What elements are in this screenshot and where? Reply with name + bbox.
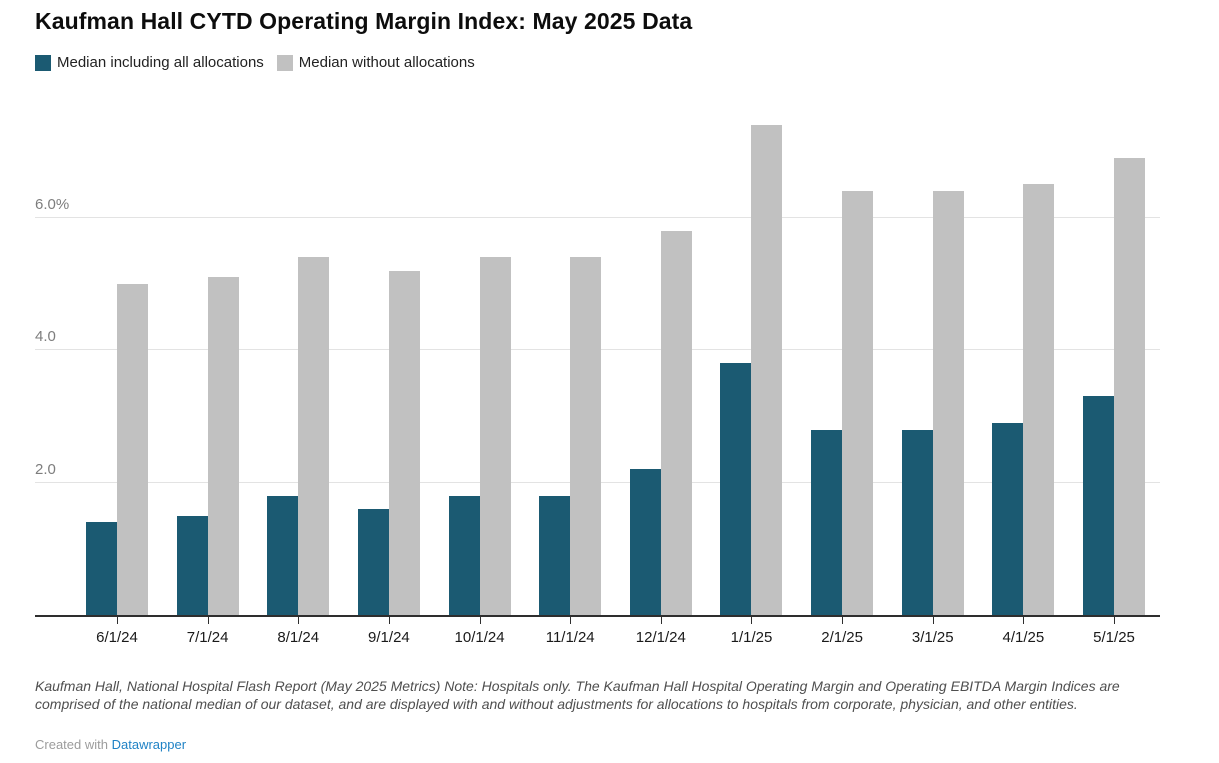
plot-area: 2.0 4.0 6.0% 6/1/24 7/1/24 8/1/24 9/1/24 10/1/2… xyxy=(35,95,1160,646)
bar-group xyxy=(448,95,511,615)
x-axis-tick xyxy=(842,617,844,624)
bar-with-allocations xyxy=(448,495,480,615)
bar-without-allocations xyxy=(479,257,511,615)
bar-without-allocations xyxy=(570,257,602,615)
datawrapper-link[interactable]: Datawrapper xyxy=(111,737,187,752)
bar-without-allocations xyxy=(1023,184,1055,615)
bar-with-allocations xyxy=(176,515,208,615)
bar-with-allocations xyxy=(901,429,933,615)
bar-group xyxy=(629,95,692,615)
legend-label-without-allocations: Median without allocations xyxy=(298,54,475,71)
chart-title: Kaufman Hall CYTD Operating Margin Index… xyxy=(35,8,693,34)
bar-without-allocations xyxy=(842,191,874,615)
bar-group xyxy=(811,95,874,615)
bar-group xyxy=(357,95,420,615)
x-axis-label: 11/1/24 xyxy=(545,629,595,646)
x-axis-tick xyxy=(1023,617,1025,624)
bar-group xyxy=(176,95,239,615)
bar-with-allocations xyxy=(357,509,389,615)
bar-with-allocations xyxy=(720,363,752,615)
x-axis-tick xyxy=(751,617,753,624)
x-axis-label: 7/1/24 xyxy=(186,629,229,646)
y-axis-label-2: 2.0 xyxy=(35,460,56,478)
x-axis-label: 10/1/24 xyxy=(454,629,505,646)
bar-without-allocations xyxy=(751,124,783,615)
bar-without-allocations xyxy=(1114,157,1146,615)
x-axis-tick xyxy=(298,617,300,624)
bar-group xyxy=(267,95,330,615)
bar-with-allocations xyxy=(267,495,299,615)
bar-without-allocations xyxy=(298,257,330,615)
x-axis-label: 12/1/24 xyxy=(635,629,686,646)
legend-swatch-with-allocations xyxy=(35,54,51,71)
x-axis-label: 3/1/25 xyxy=(911,629,954,646)
bar-group xyxy=(86,95,148,615)
x-axis-tick xyxy=(117,617,118,624)
x-axis-label: 1/1/25 xyxy=(730,629,773,646)
bar-group xyxy=(720,95,783,615)
source-note: Kaufman Hall, National Hospital Flash Re… xyxy=(35,678,1120,712)
bar-with-allocations xyxy=(539,495,571,615)
x-axis-label: 2/1/25 xyxy=(821,629,863,646)
gridline-6 xyxy=(35,216,1160,218)
bar-without-allocations xyxy=(388,270,420,615)
bar-with-allocations xyxy=(811,429,843,615)
bar-group xyxy=(1083,95,1146,615)
bar-with-allocations xyxy=(1083,396,1115,615)
legend-swatch-without-allocations xyxy=(276,54,293,71)
legend: Median including all allocations Median … xyxy=(35,54,475,71)
bar-without-allocations xyxy=(932,191,964,615)
bar-with-allocations xyxy=(86,522,117,615)
y-axis-label-4: 4.0 xyxy=(35,328,56,346)
bar-with-allocations xyxy=(629,469,661,615)
x-axis-label: 5/1/25 xyxy=(1093,629,1135,646)
legend-item-with-allocations: Median including all allocations xyxy=(35,54,264,71)
bar-without-allocations xyxy=(660,230,692,615)
bar-with-allocations xyxy=(992,422,1024,615)
x-axis-tick xyxy=(660,617,662,624)
y-axis-label-6: 6.0% xyxy=(35,195,70,213)
bar-without-allocations xyxy=(117,283,148,615)
bar-without-allocations xyxy=(207,277,239,615)
x-axis-label: 6/1/24 xyxy=(96,629,138,646)
attribution: Created with Datawrapper xyxy=(35,737,186,752)
bar-group xyxy=(992,95,1055,615)
x-axis-label: 4/1/25 xyxy=(1002,629,1045,646)
x-axis-tick xyxy=(932,617,934,624)
legend-label-with-allocations: Median including all allocations xyxy=(57,54,264,71)
bar-group xyxy=(901,95,964,615)
x-axis-tick xyxy=(479,617,481,624)
x-axis-tick xyxy=(1114,617,1116,624)
x-axis-tick xyxy=(207,617,209,624)
attribution-prefix: Created with xyxy=(35,737,108,752)
bar-group xyxy=(539,95,602,615)
legend-item-without-allocations: Median without allocations xyxy=(276,54,475,71)
x-axis-label: 9/1/24 xyxy=(368,629,410,646)
x-axis-tick xyxy=(388,617,390,624)
x-axis-tick xyxy=(570,617,572,624)
x-axis-label: 8/1/24 xyxy=(277,629,320,646)
